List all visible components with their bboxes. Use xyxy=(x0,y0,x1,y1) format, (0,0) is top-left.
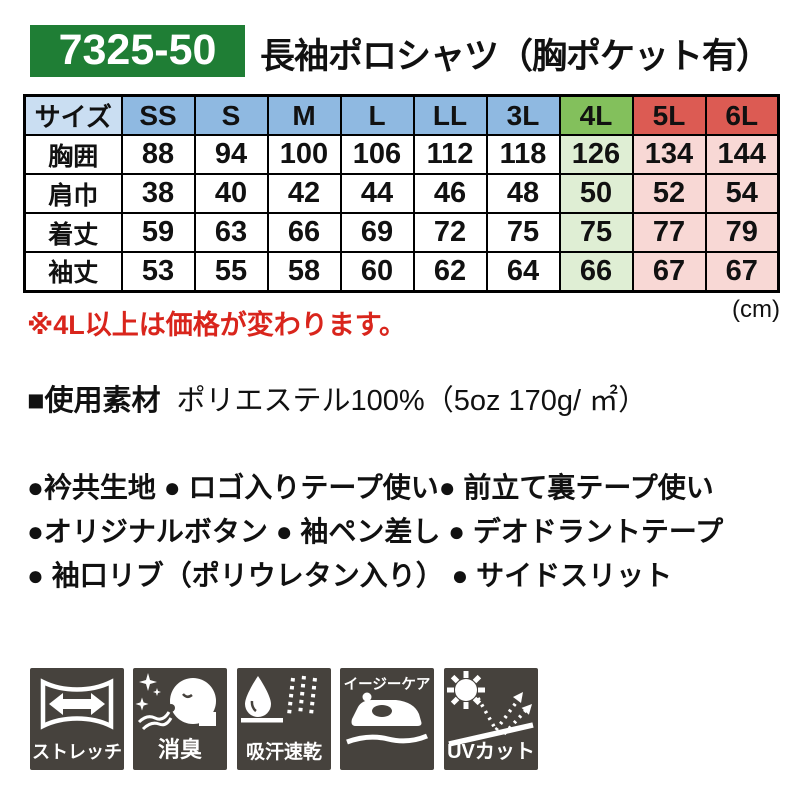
size-cell: 66 xyxy=(558,251,634,292)
size-cell: 66 xyxy=(266,212,342,253)
size-cell: 64 xyxy=(485,251,561,292)
column-header-L: L xyxy=(339,94,415,136)
size-table: サイズ SS S M L LL 3L 4L 5L 6L 胸囲 88 94 100 106 112 118 126 1… xyxy=(23,94,780,293)
row-label: 着丈 xyxy=(23,212,123,253)
size-cell: 112 xyxy=(412,134,488,175)
size-cell: 69 xyxy=(339,212,415,253)
price-note: ※4L以上は価格が変わります。 xyxy=(27,310,407,340)
stretch-icon xyxy=(40,678,114,730)
size-cell: 59 xyxy=(120,212,196,253)
column-header-3L: 3L xyxy=(485,94,561,136)
size-cell: 134 xyxy=(631,134,707,175)
size-cell: 72 xyxy=(412,212,488,253)
table-row: 着丈 59 63 66 69 72 75 75 77 79 xyxy=(23,212,780,253)
row-label: 肩巾 xyxy=(23,173,123,214)
size-cell: 63 xyxy=(193,212,269,253)
size-cell: 88 xyxy=(120,134,196,175)
material-value: ポリエステル100%（5oz 170g/ ㎡） xyxy=(176,385,648,417)
size-cell: 67 xyxy=(631,251,707,292)
column-header-6L: 6L xyxy=(704,94,780,136)
size-cell: 50 xyxy=(558,173,634,214)
deodorant-feature-badge: 消臭 xyxy=(133,668,227,770)
size-cell: 52 xyxy=(631,173,707,214)
column-header-S: S xyxy=(193,94,269,136)
feature-line: ● 袖口リブ（ポリウレタン入り） ● サイドスリット xyxy=(27,560,673,591)
sweat-quick-dry-icon xyxy=(241,675,317,723)
size-cell: 46 xyxy=(412,173,488,214)
column-header-LL: LL xyxy=(412,94,488,136)
size-cell: 54 xyxy=(704,173,780,214)
size-cell: 42 xyxy=(266,173,342,214)
column-header-5L: 5L xyxy=(631,94,707,136)
size-cell: 94 xyxy=(193,134,269,175)
size-cell: 126 xyxy=(558,134,634,175)
size-cell: 100 xyxy=(266,134,342,175)
unit-label: (cm) xyxy=(732,296,780,323)
table-row: 肩巾 38 40 42 44 46 48 50 52 54 xyxy=(23,173,780,214)
size-cell: 79 xyxy=(704,212,780,253)
size-cell: 75 xyxy=(558,212,634,253)
table-row: 袖丈 53 55 58 60 62 64 66 67 67 xyxy=(23,251,780,292)
size-cell: 75 xyxy=(485,212,561,253)
uv-cut-icon xyxy=(447,671,534,747)
product-title: 長袖ポロシャツ（胸ポケット有） xyxy=(260,37,771,76)
column-header-SS: SS xyxy=(120,94,196,136)
material-label: ■使用素材 xyxy=(27,385,161,417)
row-label: 袖丈 xyxy=(23,251,123,292)
size-cell: 106 xyxy=(339,134,415,175)
table-row: 胸囲 88 94 100 106 112 118 126 134 144 xyxy=(23,134,780,175)
column-header-4L: 4L xyxy=(558,94,634,136)
size-cell: 58 xyxy=(266,251,342,292)
size-cell: 38 xyxy=(120,173,196,214)
stretch-icon-label: ストレッチ xyxy=(32,742,122,762)
size-cell: 53 xyxy=(120,251,196,292)
size-cell: 118 xyxy=(485,134,561,175)
material-line: ■使用素材 ポリエステル100%（5oz 170g/ ㎡） xyxy=(27,377,647,419)
size-cell: 40 xyxy=(193,173,269,214)
deodorant-icon xyxy=(135,673,216,731)
deodorant-icon-label: 消臭 xyxy=(157,737,202,762)
stretch-feature-badge: ストレッチ xyxy=(30,668,124,770)
size-cell: 44 xyxy=(339,173,415,214)
size-cell: 60 xyxy=(339,251,415,292)
easy-care-feature-badge: イージーケア xyxy=(340,668,434,770)
uv-cut-icon-label: UVカット xyxy=(447,741,535,763)
easy-care-icon xyxy=(346,692,428,745)
uv-cut-feature-badge: UVカット xyxy=(444,668,538,770)
column-header-M: M xyxy=(266,94,342,136)
product-code-badge: 7325-50 xyxy=(30,25,245,77)
size-cell: 77 xyxy=(631,212,707,253)
size-table-corner-header: サイズ xyxy=(23,94,123,136)
size-cell: 48 xyxy=(485,173,561,214)
feature-line: ●衿共生地 ● ロゴ入りテープ使い● 前立て裏テープ使い xyxy=(27,472,714,503)
feature-list: ●衿共生地 ● ロゴ入りテープ使い● 前立て裏テープ使い ●オリジナルボタン ●… xyxy=(27,466,723,598)
feature-line: ●オリジナルボタン ● 袖ペン差し ● デオドラントテープ xyxy=(27,516,724,547)
sweat-quick-dry-feature-badge: 吸汗速乾 xyxy=(237,668,331,770)
row-label: 胸囲 xyxy=(23,134,123,175)
size-cell: 55 xyxy=(193,251,269,292)
size-cell: 144 xyxy=(704,134,780,175)
sweat-quick-dry-icon-label: 吸汗速乾 xyxy=(245,742,322,763)
easy-care-icon-label: イージーケア xyxy=(343,677,431,693)
size-cell: 67 xyxy=(704,251,780,292)
size-cell: 62 xyxy=(412,251,488,292)
